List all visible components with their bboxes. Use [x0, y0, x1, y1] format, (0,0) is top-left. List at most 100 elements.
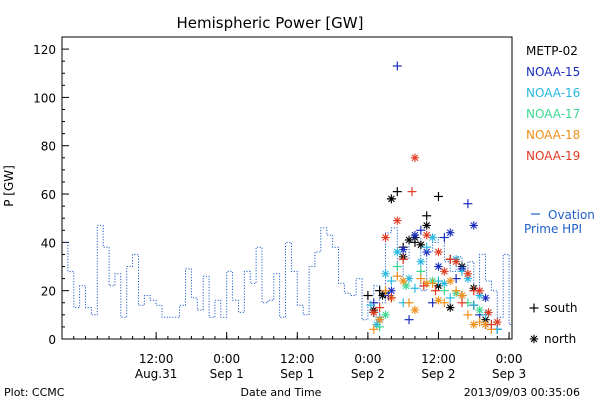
marker-stroke — [493, 318, 501, 326]
north-star-marker — [529, 334, 539, 344]
marker-stroke — [379, 292, 386, 299]
noaa-18-north-point — [375, 315, 384, 324]
satellite-legend: METP-02 NOAA-15 NOAA-16 NOAA-17 NOAA-18 NOAA-… — [526, 44, 580, 163]
marker-stroke — [382, 270, 389, 278]
x-tick-label-date: Sep 1 — [210, 367, 244, 381]
marker-stroke — [423, 222, 431, 229]
x-tick-label-time: 12:00 — [139, 352, 174, 366]
noaa-15-north-point — [446, 228, 455, 237]
y-tick-label: 0 — [48, 333, 56, 347]
marker-stroke — [482, 294, 489, 302]
marker-stroke — [440, 267, 448, 275]
metp-02-south-point — [363, 291, 373, 301]
south-marker-sample — [529, 303, 539, 313]
marker-stroke — [417, 258, 425, 266]
noaa-15-north-point — [410, 230, 420, 240]
south-marker-label: south — [544, 301, 578, 315]
marker-stroke — [402, 282, 410, 290]
noaa-19-legend-label: NOAA-19 — [526, 149, 580, 163]
noaa-18-north-point — [469, 320, 478, 329]
noaa-19-south-point — [375, 303, 385, 313]
noaa-18-south-point — [404, 298, 414, 308]
metp-02-south-point — [392, 187, 402, 197]
noaa-19-north-point — [493, 317, 502, 327]
marker-stroke — [470, 222, 478, 229]
x-tick-label-date: Aug.31 — [135, 367, 178, 381]
noaa-19-north-point — [475, 286, 484, 295]
ovation-legend: Ovation Prime HPI — [524, 208, 595, 236]
marker-stroke — [446, 229, 454, 237]
marker-stroke — [382, 311, 389, 319]
metp-02-north-point — [387, 194, 396, 204]
noaa-19-north-point — [440, 267, 449, 276]
ovation-legend-label-line1: Ovation — [548, 208, 595, 222]
noaa-18-north-point — [457, 291, 467, 300]
x-tick-label-time: 0:00 — [213, 352, 240, 366]
noaa-18-north-point — [410, 305, 420, 315]
plot-credit: Plot: CCMC — [4, 386, 65, 399]
noaa-18-south-point — [392, 271, 402, 281]
marker-stroke — [435, 248, 442, 256]
noaa-19-south-point — [431, 286, 441, 296]
noaa-18-south-point — [416, 274, 426, 284]
noaa-19-north-point — [451, 257, 461, 266]
marker-stroke — [476, 292, 484, 299]
noaa-19-south-point — [398, 254, 408, 264]
noaa-18-south-point — [463, 310, 473, 320]
marker-stroke — [482, 321, 489, 328]
marker-stroke — [458, 292, 466, 299]
noaa-15-south-point — [392, 61, 402, 71]
y-tick-label: 40 — [41, 236, 56, 250]
noaa-16-south-point — [410, 283, 420, 293]
noaa-16-south-point — [445, 293, 455, 303]
noaa-19-south-point — [457, 298, 467, 308]
noaa-15-south-point — [463, 199, 473, 209]
y-tick-label: 80 — [41, 140, 56, 154]
marker-stroke — [485, 309, 492, 316]
marker-stroke — [411, 231, 419, 239]
marker-stroke — [399, 277, 407, 285]
north-marker-sample — [529, 334, 539, 344]
noaa-16-north-point — [416, 257, 426, 266]
noaa-18-north-point — [434, 296, 443, 305]
noaa-15-legend-label: NOAA-15 — [526, 65, 580, 79]
marker-stroke — [370, 309, 378, 316]
plot-timestamp: 2013/09/03 00:35:06 — [464, 386, 580, 399]
noaa-17-legend-label: NOAA-17 — [526, 107, 580, 121]
noaa-19-south-point — [419, 281, 429, 291]
y-axis-label: P [GW] — [2, 165, 16, 207]
noaa-17-north-point — [381, 310, 390, 320]
marker-stroke — [476, 306, 484, 314]
marker-stroke — [446, 304, 454, 311]
north-marker-label: north — [544, 332, 576, 346]
noaa-16-north-point — [463, 274, 473, 283]
noaa-17-south-point — [439, 286, 449, 296]
marker-stroke — [446, 277, 454, 285]
noaa-19-south-point — [407, 187, 417, 197]
marker-stroke — [470, 321, 478, 328]
marker-stroke — [464, 270, 472, 278]
noaa-16-south-point — [366, 300, 376, 310]
south-plus-marker — [529, 303, 539, 313]
marker-stroke — [417, 241, 425, 249]
y-tick-label: 100 — [33, 91, 56, 105]
noaa-16-south-point — [469, 300, 479, 310]
marker-stroke — [382, 234, 389, 241]
x-tick-label-time: 0:00 — [496, 352, 523, 366]
ovation-legend-label-line2: Prime HPI — [524, 222, 582, 236]
x-axis-label: Date and Time — [241, 386, 322, 399]
marker-legend: south north — [529, 301, 578, 346]
noaa-17-north-point — [401, 281, 411, 291]
noaa-17-north-point — [475, 305, 484, 315]
noaa-18-south-point — [381, 286, 391, 296]
metp-02-north-point — [422, 221, 431, 230]
noaa-19-north-point — [463, 269, 473, 278]
x-tick-label-date: Sep 2 — [421, 367, 455, 381]
plot-frame — [61, 36, 513, 340]
marker-stroke — [411, 306, 419, 314]
y-axis-ticks: 0 20 40 60 80 100 120 — [33, 43, 69, 347]
noaa-19-north-point — [393, 216, 402, 225]
noaa-19-north-point — [369, 308, 378, 317]
noaa-15-south-point — [416, 225, 426, 235]
